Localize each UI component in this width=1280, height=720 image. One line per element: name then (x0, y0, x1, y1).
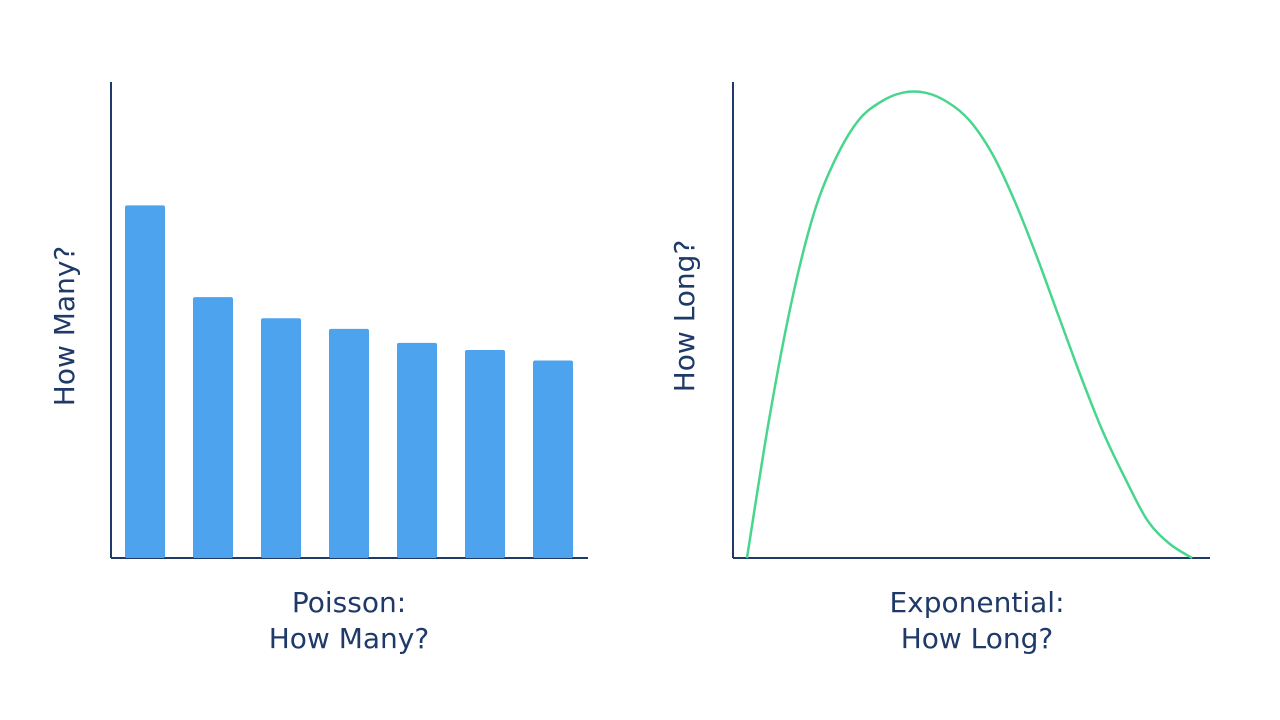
poisson-bar-5 (397, 342, 437, 558)
poisson-bar-1 (125, 205, 165, 558)
poisson-y-label: How Many? (48, 246, 81, 406)
poisson-bar-3 (261, 318, 301, 558)
exponential-chart: How Long? Exponential: How Long? (668, 82, 1210, 655)
poisson-caption-line2: How Many? (269, 622, 429, 655)
poisson-bar-6 (465, 349, 505, 558)
poisson-caption-line1: Poisson: (292, 586, 406, 619)
exponential-caption-line1: Exponential: (889, 586, 1064, 619)
poisson-bar-4 (329, 328, 369, 558)
poisson-bars (125, 205, 573, 558)
exponential-curve (745, 90, 1193, 560)
exponential-caption-line2: How Long? (901, 622, 1054, 655)
poisson-bar-7 (533, 360, 573, 558)
poisson-bar-2 (193, 297, 233, 558)
exponential-y-label: How Long? (668, 240, 701, 393)
poisson-chart: How Many? Poisson: How Many? (48, 82, 588, 655)
